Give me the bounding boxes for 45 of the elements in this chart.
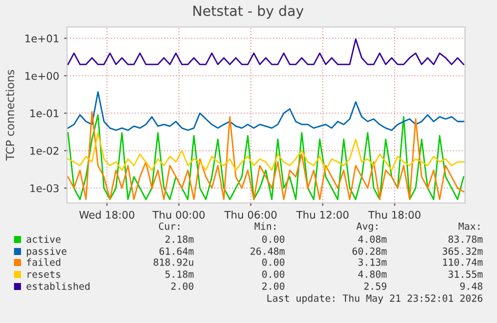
text: 0.00: [262, 258, 284, 266]
text: 818.92u: [154, 258, 194, 266]
y-tick-label: 1e-02: [30, 146, 58, 155]
text: 60.28m: [352, 247, 387, 255]
x-tick-label: Thu 18:00: [368, 210, 420, 219]
legend-label: active: [26, 235, 61, 243]
text: Min:: [254, 222, 276, 230]
text: 0.00: [262, 270, 284, 278]
text: 26.48m: [250, 247, 285, 255]
text: 4.80m: [358, 270, 387, 278]
legend-label: established: [26, 282, 90, 290]
text: Avg:: [356, 222, 378, 232]
chart-title: Netstat - by day: [193, 5, 304, 19]
text: 31.55m: [448, 270, 483, 278]
legend-label: passive: [26, 247, 66, 257]
text: 4.08m: [358, 235, 387, 243]
text: 2.00: [171, 282, 194, 290]
y-tick-label: 1e-01: [30, 109, 58, 118]
y-tick-label: 1e-03: [30, 184, 59, 192]
text: 365.32m: [442, 247, 483, 255]
x-tick-label: Thu 06:00: [224, 210, 277, 219]
text: 3.13m: [358, 258, 387, 266]
text: 83.78m: [448, 235, 483, 243]
line-series: [67, 132, 464, 171]
text: 0.00: [262, 235, 284, 243]
line-series: [67, 38, 464, 66]
y-tick-label: 1e+00: [25, 72, 59, 80]
line-series: [67, 91, 464, 131]
text: 2.00: [262, 282, 284, 290]
text: 9.48: [460, 282, 482, 290]
x-tick-label: Thu 00:00: [152, 210, 205, 219]
text: Cur:: [158, 222, 180, 230]
text: Last update: Thu May 21 23:52:01 2026: [267, 294, 482, 304]
legend-label: resets: [28, 270, 60, 278]
text: 5.18m: [165, 270, 194, 278]
y-axis-title: TCP connections: [6, 70, 14, 161]
text: Max:: [458, 222, 480, 230]
y-tick-label: 1e+01: [25, 34, 58, 42]
x-tick-label: Thu 12:00: [296, 210, 348, 219]
text: 2.18m: [165, 235, 194, 243]
text: 2.59: [364, 282, 386, 290]
x-tick-label: Wed 18:00: [79, 210, 134, 219]
text: 110.74m: [443, 258, 483, 266]
legend-label: failed: [26, 258, 60, 266]
text: 61.64m: [160, 247, 194, 255]
